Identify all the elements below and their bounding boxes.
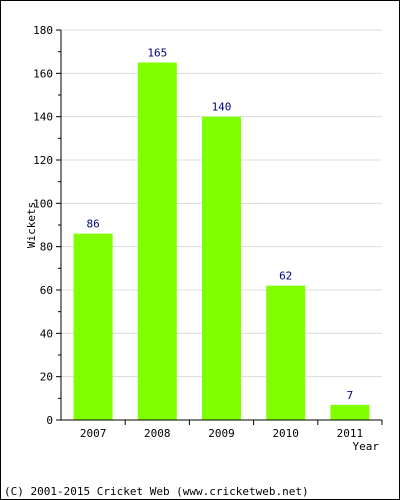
x-tick-label: 2011 <box>337 427 364 440</box>
y-tick-labels: 0 20 40 60 80 100 120 140 160 180 <box>33 24 53 427</box>
x-tick-label: 2008 <box>144 427 171 440</box>
y-tick-label: 80 <box>40 241 53 254</box>
data-label: 86 <box>86 218 99 231</box>
bar <box>266 285 306 420</box>
x-axis-title: Year <box>353 440 380 453</box>
y-tick-label: 180 <box>33 24 53 37</box>
bar <box>73 233 113 420</box>
data-labels: 86 165 140 62 7 <box>86 47 353 402</box>
x-tick-label: 2009 <box>208 427 235 440</box>
bar <box>137 62 177 420</box>
bars <box>73 62 370 421</box>
y-tick-label: 60 <box>40 284 53 297</box>
bar <box>202 116 241 421</box>
data-label: 165 <box>147 47 167 60</box>
y-axis-title: Wickets <box>25 202 38 248</box>
y-tick-label: 40 <box>40 327 53 340</box>
footer-copyright: (C) 2001-2015 Cricket Web (www.cricketwe… <box>4 485 309 498</box>
x-tick-label: 2007 <box>80 427 107 440</box>
bar <box>330 404 370 420</box>
y-tick-label: 100 <box>33 197 53 210</box>
data-label: 62 <box>279 270 292 283</box>
y-tick-label: 0 <box>46 414 53 427</box>
y-tick-label: 20 <box>40 371 53 384</box>
y-tick-label: 120 <box>33 154 53 167</box>
y-tick-label: 140 <box>33 111 53 124</box>
y-tick-label: 160 <box>33 67 53 80</box>
x-tick-labels: 2007 2008 2009 2010 2011 <box>80 427 363 440</box>
data-label: 140 <box>212 101 232 114</box>
axes <box>56 29 383 425</box>
x-tick-label: 2010 <box>272 427 299 440</box>
data-label: 7 <box>347 389 354 402</box>
